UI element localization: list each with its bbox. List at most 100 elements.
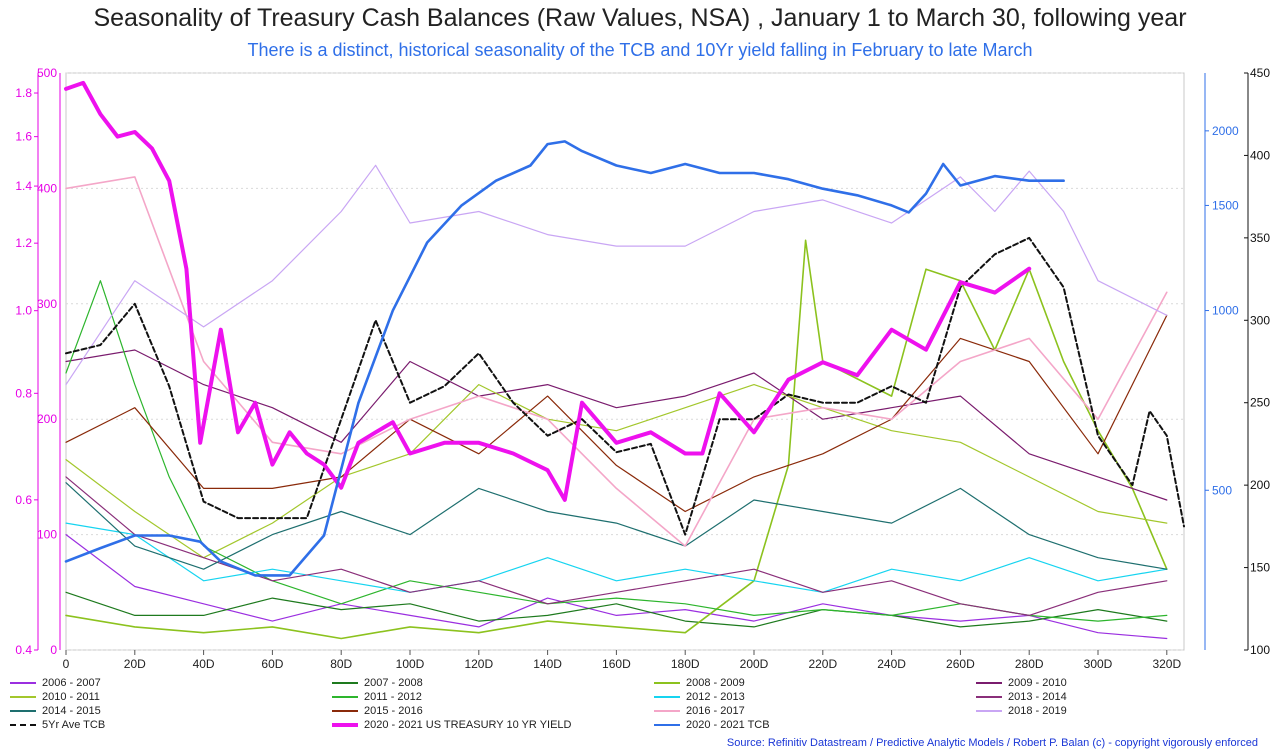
series-line-2008-2009 — [65, 239, 1168, 640]
legend-label: 2013 - 2014 — [1008, 691, 1067, 703]
legend-swatch — [10, 682, 36, 685]
right-outer-tick-label: 300 — [1250, 313, 1270, 327]
legend-item: 2016 - 2017 — [654, 705, 745, 717]
left-outer-tick-label: 1.4 — [15, 179, 32, 193]
legend-swatch — [332, 696, 358, 699]
right-inner-tick-label: 500 — [1212, 483, 1232, 497]
left-outer-tick-label: 1.6 — [15, 130, 32, 144]
left-outer-tick-label: 0.6 — [15, 493, 32, 507]
left-inner-tick-label: 100 — [37, 528, 57, 542]
x-tick-label: 160D — [602, 657, 631, 671]
chart-legend: 2006 - 2007 2007 - 2008 2008 - 2009 2009 - … — [10, 677, 1270, 733]
legend-swatch — [332, 723, 358, 728]
legend-swatch — [332, 682, 358, 685]
series-line-2011-2012 — [65, 280, 1168, 622]
series-line-2010-2011 — [65, 384, 1168, 559]
legend-item: 2008 - 2009 — [654, 677, 745, 689]
legend-label: 2011 - 2012 — [364, 691, 422, 703]
legend-label: 2020 - 2021 TCB — [686, 719, 770, 731]
left-outer-tick-label: 0.4 — [15, 643, 32, 657]
left-outer-tick-label: 1.8 — [15, 86, 32, 100]
left-inner-tick-label: 0 — [50, 643, 57, 657]
left-outer-tick-label: 0.8 — [15, 386, 32, 400]
right-inner-tick-label: 1000 — [1212, 304, 1239, 318]
legend-label: 2008 - 2009 — [686, 677, 745, 689]
legend-item: 2020 - 2021 TCB — [654, 719, 770, 731]
legend-item: 2011 - 2012 — [332, 691, 422, 703]
legend-label: 2014 - 2015 — [42, 705, 101, 717]
series-line-2012-2013 — [65, 522, 1168, 593]
legend-swatch — [332, 710, 358, 713]
series-line-2016-2017 — [65, 176, 1168, 547]
legend-item: 2015 - 2016 — [332, 705, 423, 717]
x-tick-label: 200D — [740, 657, 769, 671]
series-line-2020-2021-us-treasury-10-yr-yield — [64, 80, 1032, 502]
x-tick-label: 120D — [464, 657, 493, 671]
source-note: Source: Refinitiv Datastream / Predictiv… — [726, 737, 1258, 749]
legend-label: 2010 - 2011 — [42, 691, 100, 703]
legend-label: 2009 - 2010 — [1008, 677, 1067, 689]
legend-swatch — [654, 710, 680, 713]
series-line-2007-2008 — [65, 591, 1168, 628]
right-outer-tick-label: 200 — [1250, 478, 1270, 492]
left-inner-tick-label: 300 — [37, 297, 57, 311]
right-inner-tick-label: 1500 — [1212, 198, 1239, 212]
left-outer-tick-label: 1.0 — [15, 304, 32, 318]
legend-item: 2013 - 2014 — [976, 691, 1067, 703]
x-tick-label: 20D — [124, 657, 146, 671]
series-line-2018-2019 — [65, 164, 1168, 386]
right-outer-tick-label: 350 — [1250, 231, 1270, 245]
x-tick-label: 240D — [877, 657, 906, 671]
x-tick-label: 40D — [193, 657, 215, 671]
left-inner-tick-label: 500 — [37, 66, 57, 80]
x-tick-label: 300D — [1084, 657, 1113, 671]
series-line-2015-2016 — [65, 314, 1168, 513]
legend-swatch — [10, 696, 36, 699]
chart-title: Seasonality of Treasury Cash Balances (R… — [93, 4, 1187, 32]
legend-label: 2018 - 2019 — [1008, 705, 1067, 717]
chart-subtitle: There is a distinct, historical seasonal… — [247, 40, 1033, 60]
x-tick-label: 320D — [1152, 657, 1181, 671]
legend-label: 2020 - 2021 US TREASURY 10 YR YIELD — [364, 719, 572, 731]
right-outer-tick-label: 150 — [1250, 561, 1270, 575]
legend-label: 2007 - 2008 — [364, 677, 423, 689]
legend-label: 2015 - 2016 — [364, 705, 423, 717]
legend-swatch — [654, 696, 680, 699]
x-tick-label: 280D — [1015, 657, 1044, 671]
x-tick-label: 100D — [396, 657, 425, 671]
legend-label: 2012 - 2013 — [686, 691, 745, 703]
legend-item: 2012 - 2013 — [654, 691, 745, 703]
series-line-2020-2021-tcb — [64, 140, 1065, 577]
legend-swatch — [10, 724, 36, 727]
right-outer-tick-label: 450 — [1250, 66, 1270, 80]
legend-swatch — [976, 710, 1002, 713]
series-line-2013-2014 — [65, 476, 1168, 617]
x-tick-label: 260D — [946, 657, 975, 671]
legend-item: 2014 - 2015 — [10, 705, 101, 717]
legend-item: 2020 - 2021 US TREASURY 10 YR YIELD — [332, 719, 572, 731]
right-outer-tick-label: 100 — [1250, 643, 1270, 657]
left-inner-tick-label: 400 — [37, 181, 57, 195]
left-inner-tick-label: 200 — [37, 412, 57, 426]
x-tick-label: 220D — [808, 657, 837, 671]
legend-swatch — [10, 710, 36, 713]
legend-swatch — [976, 696, 1002, 699]
left-outer-tick-label: 1.2 — [15, 236, 32, 250]
series-line-2006-2007 — [65, 533, 1168, 640]
legend-swatch — [976, 682, 1002, 685]
series-line-5yr-ave-tcb — [65, 236, 1185, 536]
legend-item: 2018 - 2019 — [976, 705, 1067, 717]
right-outer-tick-label: 400 — [1250, 148, 1270, 162]
x-tick-label: 140D — [533, 657, 562, 671]
legend-swatch — [654, 724, 680, 727]
legend-item: 2007 - 2008 — [332, 677, 423, 689]
legend-swatch — [654, 682, 680, 685]
legend-item: 2006 - 2007 — [10, 677, 101, 689]
x-tick-label: 180D — [671, 657, 700, 671]
x-tick-label: 80D — [330, 657, 352, 671]
plot-frame — [65, 72, 1185, 651]
right-inner-tick-label: 2000 — [1212, 124, 1239, 138]
right-outer-tick-label: 250 — [1250, 396, 1270, 410]
legend-item: 2009 - 2010 — [976, 677, 1067, 689]
